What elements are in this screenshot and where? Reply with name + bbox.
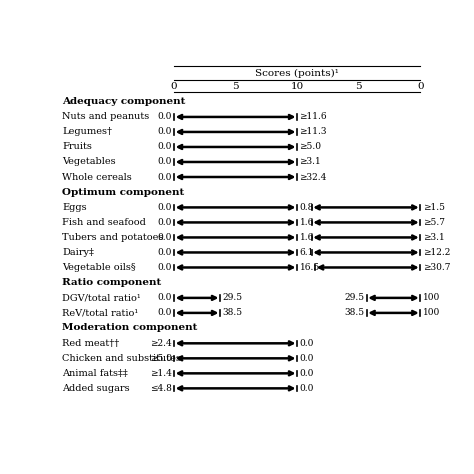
Text: Added sugars: Added sugars (63, 384, 130, 393)
Text: Adequacy component: Adequacy component (63, 97, 186, 106)
Text: Legumes†: Legumes† (63, 128, 112, 137)
Text: 6.1: 6.1 (300, 248, 314, 257)
Text: 38.5: 38.5 (344, 309, 364, 318)
Text: 0.0: 0.0 (157, 263, 172, 272)
Text: 100: 100 (423, 293, 440, 302)
Text: 16.5: 16.5 (300, 263, 320, 272)
Text: Eggs: Eggs (63, 203, 87, 212)
Text: 0.0: 0.0 (157, 112, 172, 121)
Text: ≥3.1: ≥3.1 (300, 157, 321, 166)
Text: 0.8: 0.8 (300, 203, 314, 212)
Text: ≥11.3: ≥11.3 (300, 128, 327, 137)
Text: ReV/total ratio¹: ReV/total ratio¹ (63, 309, 138, 318)
Text: ≥11.6: ≥11.6 (300, 112, 327, 121)
Text: 29.5: 29.5 (222, 293, 243, 302)
Text: 5: 5 (356, 82, 362, 91)
Text: 5: 5 (232, 82, 239, 91)
Text: Scores (points)¹: Scores (points)¹ (255, 69, 339, 78)
Text: Vegetable oils§: Vegetable oils§ (63, 263, 136, 272)
Text: 0.0: 0.0 (157, 293, 172, 302)
Text: ≥12.2: ≥12.2 (423, 248, 450, 257)
Text: Vegetables: Vegetables (63, 157, 116, 166)
Text: 0.0: 0.0 (300, 369, 314, 378)
Text: 0.0: 0.0 (157, 248, 172, 257)
Text: Tubers and potatoes: Tubers and potatoes (63, 233, 164, 242)
Text: Whole cereals: Whole cereals (63, 173, 132, 182)
Text: Ratio component: Ratio component (63, 278, 162, 287)
Text: 100: 100 (423, 309, 440, 318)
Text: 1.6: 1.6 (300, 218, 314, 227)
Text: Fruits: Fruits (63, 143, 92, 152)
Text: Optimum component: Optimum component (63, 188, 184, 197)
Text: 0.0: 0.0 (157, 203, 172, 212)
Text: ≥30.7: ≥30.7 (423, 263, 450, 272)
Text: ≥32.4: ≥32.4 (300, 173, 327, 182)
Text: Red meat††: Red meat†† (63, 339, 119, 348)
Text: 0.0: 0.0 (157, 143, 172, 152)
Text: ≥5.7: ≥5.7 (423, 218, 445, 227)
Text: Fish and seafood: Fish and seafood (63, 218, 146, 227)
Text: Moderation component: Moderation component (63, 323, 198, 332)
Text: 0.0: 0.0 (157, 173, 172, 182)
Text: Chicken and substitutes: Chicken and substitutes (63, 354, 181, 363)
Text: 10: 10 (291, 82, 304, 91)
Text: ≥2.4: ≥2.4 (150, 339, 172, 348)
Text: ≥1.4: ≥1.4 (150, 369, 172, 378)
Text: 0.0: 0.0 (300, 384, 314, 393)
Text: 0.0: 0.0 (157, 309, 172, 318)
Text: ≥3.1: ≥3.1 (423, 233, 445, 242)
Text: ≥1.5: ≥1.5 (423, 203, 445, 212)
Text: 1.6: 1.6 (300, 233, 314, 242)
Text: 0.0: 0.0 (157, 218, 172, 227)
Text: Dairy‡: Dairy‡ (63, 248, 94, 257)
Text: DGV/total ratio¹: DGV/total ratio¹ (63, 293, 141, 302)
Text: 0.0: 0.0 (157, 157, 172, 166)
Text: 0.0: 0.0 (300, 354, 314, 363)
Text: 0.0: 0.0 (157, 233, 172, 242)
Text: ≤4.8: ≤4.8 (150, 384, 172, 393)
Text: 0: 0 (171, 82, 177, 91)
Text: ≥5.0: ≥5.0 (300, 143, 321, 152)
Text: 0.0: 0.0 (157, 128, 172, 137)
Text: 0.0: 0.0 (300, 339, 314, 348)
Text: 29.5: 29.5 (344, 293, 364, 302)
Text: Animal fats‡‡: Animal fats‡‡ (63, 369, 128, 378)
Text: 0: 0 (417, 82, 424, 91)
Text: 38.5: 38.5 (222, 309, 243, 318)
Text: Nuts and peanuts: Nuts and peanuts (63, 112, 150, 121)
Text: ≥5.0: ≥5.0 (150, 354, 172, 363)
